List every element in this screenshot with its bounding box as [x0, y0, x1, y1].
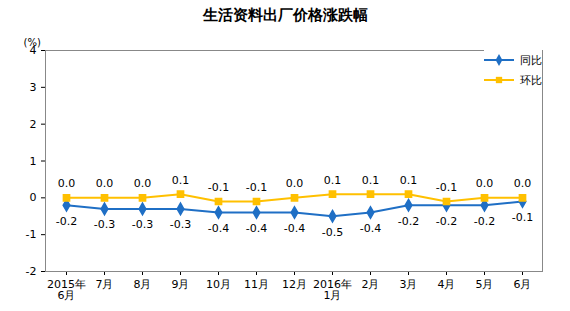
svg-text:-0.2: -0.2 — [474, 215, 495, 228]
svg-text:2月: 2月 — [362, 278, 380, 291]
svg-text:4: 4 — [29, 44, 37, 57]
html-text:同比: 同比 — [520, 53, 542, 67]
svg-text:10月: 10月 — [206, 278, 231, 291]
svg-text:0.1: 0.1 — [172, 174, 190, 187]
svg-text:(%): (%) — [24, 37, 41, 48]
svg-text:-0.2: -0.2 — [398, 215, 419, 228]
svg-text:0.0: 0.0 — [476, 177, 494, 190]
svg-text:9月: 9月 — [172, 278, 190, 291]
svg-text:5月: 5月 — [476, 278, 494, 291]
svg-text:2016年1月: 2016年1月 — [313, 278, 352, 302]
svg-text:11月: 11月 — [244, 278, 269, 291]
svg-text:3月: 3月 — [400, 278, 418, 291]
svg-text:4月: 4月 — [438, 278, 456, 291]
svg-text:0.0: 0.0 — [514, 177, 532, 190]
svg-text:0.1: 0.1 — [400, 174, 418, 187]
svg-text:1: 1 — [30, 155, 37, 168]
svg-text:-0.4: -0.4 — [246, 222, 267, 235]
svg-text:-0.5: -0.5 — [322, 226, 343, 239]
svg-text:0.1: 0.1 — [324, 174, 342, 187]
svg-text:-0.1: -0.1 — [246, 181, 267, 194]
svg-text:0.0: 0.0 — [96, 177, 114, 190]
svg-text:8月: 8月 — [134, 278, 152, 291]
svg-text:2: 2 — [30, 118, 37, 131]
svg-text:6月: 6月 — [514, 278, 532, 291]
svg-text:2015年6月: 2015年6月 — [47, 278, 86, 302]
svg-text:0.0: 0.0 — [286, 177, 304, 190]
svg-text:-0.2: -0.2 — [436, 215, 457, 228]
svg-text:-0.1: -0.1 — [512, 211, 533, 224]
svg-text:-1: -1 — [26, 228, 37, 241]
svg-text:-0.2: -0.2 — [56, 215, 77, 228]
svg-text:-0.4: -0.4 — [284, 222, 305, 235]
svg-text:-0.1: -0.1 — [436, 181, 457, 194]
svg-text:12月: 12月 — [282, 278, 307, 291]
svg-text:0.0: 0.0 — [134, 177, 152, 190]
svg-text:0.1: 0.1 — [362, 174, 380, 187]
html-text:生活资料出厂价格涨跌幅: 生活资料出厂价格涨跌幅 — [202, 6, 368, 24]
svg-text:-0.4: -0.4 — [360, 222, 381, 235]
svg-text:-0.4: -0.4 — [208, 222, 229, 235]
svg-text:-0.1: -0.1 — [208, 181, 229, 194]
svg-text:-0.3: -0.3 — [132, 218, 153, 231]
svg-text:0: 0 — [30, 191, 37, 204]
svg-text:-0.3: -0.3 — [94, 218, 115, 231]
html-text:环比: 环比 — [520, 73, 542, 87]
svg-text:7月: 7月 — [96, 278, 114, 291]
svg-text:-0.3: -0.3 — [170, 218, 191, 231]
svg-text:-2: -2 — [26, 265, 37, 278]
svg-text:3: 3 — [30, 81, 37, 94]
svg-text:0.0: 0.0 — [58, 177, 76, 190]
